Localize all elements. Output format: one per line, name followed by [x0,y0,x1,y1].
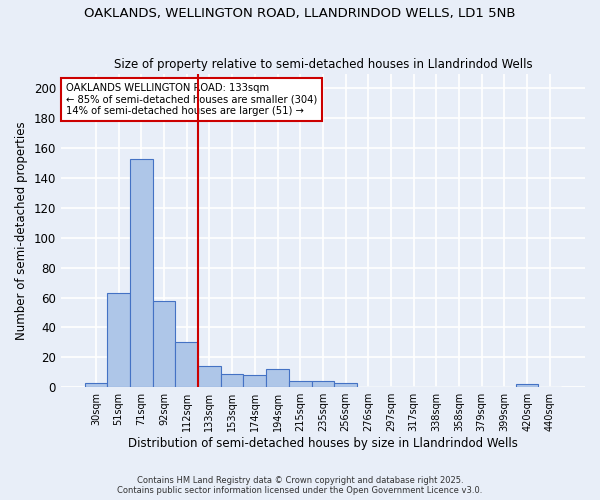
X-axis label: Distribution of semi-detached houses by size in Llandrindod Wells: Distribution of semi-detached houses by … [128,437,518,450]
Bar [334,382,357,387]
Bar [130,158,152,387]
Bar [107,293,130,387]
Text: OAKLANDS WELLINGTON ROAD: 133sqm
← 85% of semi-detached houses are smaller (304): OAKLANDS WELLINGTON ROAD: 133sqm ← 85% o… [66,83,317,116]
Bar [266,370,289,387]
Y-axis label: Number of semi-detached properties: Number of semi-detached properties [15,121,28,340]
Bar [85,382,107,387]
Bar [175,342,198,387]
Bar [198,366,221,387]
Title: Size of property relative to semi-detached houses in Llandrindod Wells: Size of property relative to semi-detach… [113,58,532,71]
Bar [516,384,538,387]
Bar [152,300,175,387]
Bar [289,381,311,387]
Bar [221,374,244,387]
Text: OAKLANDS, WELLINGTON ROAD, LLANDRINDOD WELLS, LD1 5NB: OAKLANDS, WELLINGTON ROAD, LLANDRINDOD W… [84,8,516,20]
Bar [311,381,334,387]
Text: Contains HM Land Registry data © Crown copyright and database right 2025.
Contai: Contains HM Land Registry data © Crown c… [118,476,482,495]
Bar [244,376,266,387]
